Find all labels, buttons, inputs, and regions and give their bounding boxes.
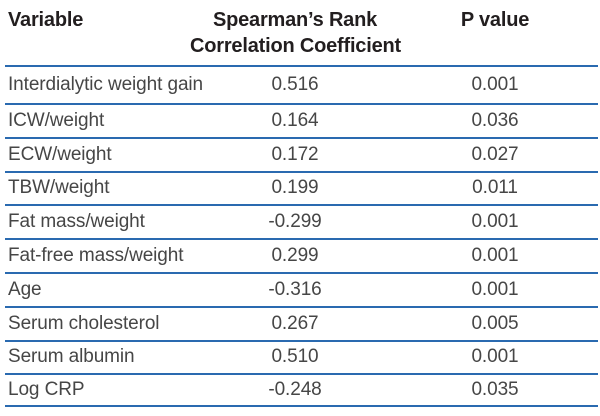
coefficient-cell: 0.164 [271, 109, 319, 131]
variable-cell: ECW/weight [8, 143, 112, 165]
coefficient-cell: 0.299 [271, 245, 319, 267]
table-row: ICW/weight 0.164 0.036 [5, 103, 598, 137]
variable-cell: ICW/weight [8, 109, 105, 131]
coefficient-cell: -0.248 [268, 379, 322, 401]
table-row: Age -0.316 0.001 [5, 271, 598, 306]
variable-cell: Fat-free mass/weight [8, 245, 184, 267]
coefficient-cell: -0.299 [268, 211, 322, 233]
table-row: TBW/weight 0.199 0.011 [5, 170, 598, 205]
table-header-row-1: Variable Spearman’s Rank P value [5, 9, 598, 31]
table-row: ECW/weight 0.172 0.027 [5, 136, 598, 171]
p-value-cell: 0.001 [471, 346, 519, 368]
variable-cell: Age [8, 278, 42, 300]
p-value-cell: 0.011 [472, 177, 518, 199]
coefficient-cell: 0.510 [271, 346, 319, 368]
coefficient-cell: 0.267 [271, 312, 319, 334]
variable-cell: Fat mass/weight [8, 211, 145, 233]
p-value-cell: 0.005 [471, 312, 519, 334]
coefficient-cell: 0.172 [271, 143, 319, 165]
variable-cell: Interdialytic weight gain [8, 74, 203, 95]
coefficient-cell: -0.316 [268, 278, 322, 300]
p-value-cell: 0.001 [471, 245, 519, 267]
column-header-coefficient-line1: Spearman’s Rank [212, 9, 378, 31]
column-header-coefficient-line2: Correlation Coefficient [190, 35, 401, 57]
p-value-cell: 0.036 [471, 109, 519, 131]
p-value-cell: 0.027 [471, 143, 519, 165]
variable-cell: Serum cholesterol [8, 312, 160, 334]
table-row: Interdialytic weight gain 0.516 0.001 [5, 65, 598, 103]
correlation-table: Variable Spearman’s Rank P value Correla… [5, 0, 598, 408]
variable-cell: Serum albumin [8, 346, 135, 368]
column-header-p-value: P value [460, 9, 530, 31]
p-value-cell: 0.001 [471, 211, 519, 233]
table-header-row-2: Correlation Coefficient [5, 35, 598, 57]
table-row: Serum cholesterol 0.267 0.005 [5, 305, 598, 340]
p-value-cell: 0.001 [471, 278, 519, 300]
column-header-spacer [5, 35, 190, 57]
table-row: Fat mass/weight -0.299 0.001 [5, 204, 598, 238]
coefficient-cell: 0.516 [271, 74, 319, 95]
column-header-variable: Variable [8, 9, 84, 31]
p-value-cell: 0.035 [471, 379, 519, 401]
variable-cell: Log CRP [8, 379, 85, 401]
table-header: Variable Spearman’s Rank P value Correla… [5, 0, 598, 65]
p-value-cell: 0.001 [471, 74, 519, 95]
coefficient-cell: 0.199 [271, 177, 319, 199]
table-row: Serum albumin 0.510 0.001 [5, 339, 598, 374]
table-row: Fat-free mass/weight 0.299 0.001 [5, 238, 598, 272]
variable-cell: TBW/weight [8, 177, 110, 199]
column-header-spacer [400, 35, 590, 57]
table-row: Log CRP -0.248 0.035 [5, 373, 598, 408]
